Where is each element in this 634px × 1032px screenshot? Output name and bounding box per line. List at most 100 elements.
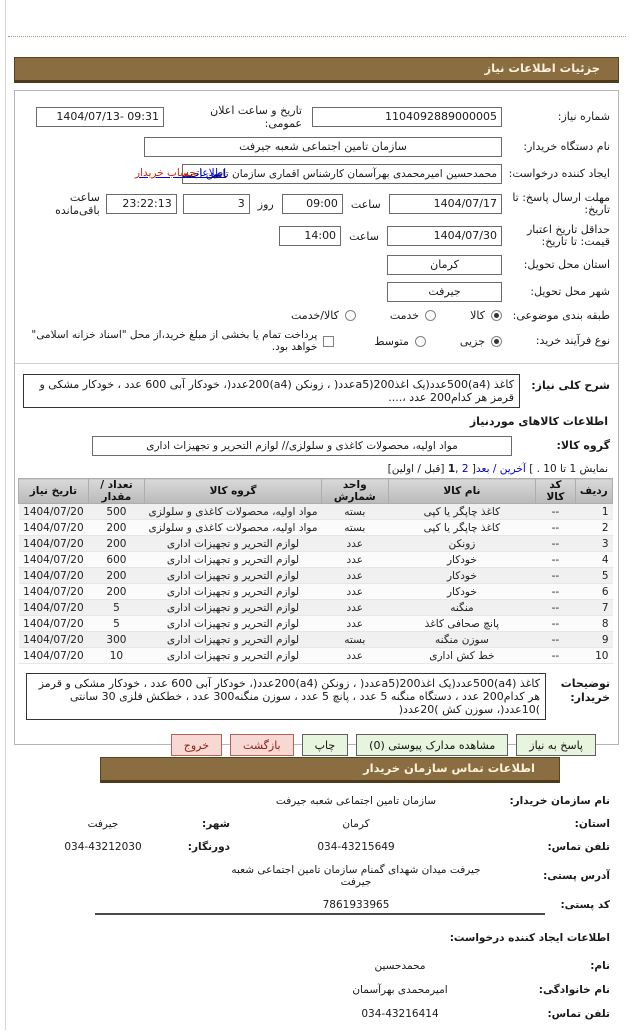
deadline-hour-field[interactable]: 09:00 <box>281 194 343 214</box>
contact-org-label: نام سازمان خریدار: <box>509 795 610 807</box>
cell-quantity: 200 <box>88 567 145 584</box>
buyer-account-info-link[interactable]: اطلاعاتحساب خریدار <box>135 167 226 179</box>
cell-item-name: سوزن منگنه <box>388 631 536 648</box>
deadline-date-field[interactable]: 1404/07/17 <box>388 194 502 214</box>
action-buttons: پاسخ به نیاز مشاهده مدارک پیوستی (0) چاپ… <box>15 734 596 756</box>
creator-phone-value: 034-43216414 <box>361 1008 439 1020</box>
cell-item-name: کاغذ چاپگر یا کپی <box>388 503 536 520</box>
cell-item-name: منگنه <box>388 599 536 616</box>
respond-to-need-button[interactable]: پاسخ به نیاز <box>516 734 596 756</box>
pagination-page-2[interactable]: 2 <box>461 463 469 475</box>
cell-unit: عدد <box>321 551 389 568</box>
cell-item-group: مواد اولیه، محصولات کاغذی و سلولزی <box>144 519 322 536</box>
creator-phone-label: تلفن تماس: <box>547 1008 610 1020</box>
cell-need-date: 1404/07/20 <box>18 631 89 648</box>
need-number-row: شماره نیاز: 1104092889000005 تاریخ و ساع… <box>23 104 610 130</box>
buyer-notes-label: توضیحات خریدار: <box>552 673 610 705</box>
section-header-need-details: جزئیات اطلاعات نیاز <box>14 57 619 83</box>
cell-quantity: 200 <box>88 583 145 600</box>
delivery-city-row: شهر محل تحویل: جیرفت <box>23 282 610 302</box>
cell-row-index: 3 <box>575 535 613 552</box>
response-deadline-label: مهلت ارسال پاسخ: تا تاریخ: <box>512 191 610 216</box>
cell-row-index: 8 <box>575 615 613 632</box>
creator-info-heading: اطلاعات ایجاد کننده درخواست: <box>449 932 610 944</box>
response-deadline-row: مهلت ارسال پاسخ: تا تاریخ: 1404/07/17 سا… <box>23 191 610 217</box>
contact-city-label: شهر: <box>202 818 230 830</box>
delivery-province-field[interactable]: کرمان <box>387 255 502 275</box>
creator-field[interactable]: محمدحسین امیرمحمدی بهرآسمان کارشناس اقما… <box>182 164 502 184</box>
buyer-contact-block: نام سازمان خریدار: سازمان تامین اجتماعی … <box>24 795 610 922</box>
buyer-notes-label-line2: خریدار: <box>570 691 610 704</box>
print-button[interactable]: چاپ <box>301 734 349 756</box>
radio-goods[interactable] <box>491 310 502 321</box>
contact-fax-value: 034-43212030 <box>64 841 142 853</box>
delivery-city-field[interactable]: جیرفت <box>387 282 502 302</box>
contact-phone-label: تلفن تماس: <box>547 841 610 853</box>
panel-divider <box>15 363 618 364</box>
contact-phone-value: 034-43215649 <box>317 841 395 853</box>
radio-goods-service[interactable] <box>344 310 356 321</box>
radio-partial[interactable] <box>491 335 502 347</box>
price-validity-hour-field[interactable]: 14:00 <box>279 226 342 246</box>
cell-item-code: -- <box>535 503 576 520</box>
cell-item-code: -- <box>535 647 576 664</box>
column-header-row-index: ردیف <box>574 478 614 504</box>
treasury-payment-checkbox[interactable] <box>323 335 335 347</box>
goods-table: ردیف کد کالا نام کالا واحد شمارش گروه کالا تع… <box>18 478 614 664</box>
radio-service[interactable] <box>425 310 437 321</box>
cell-item-name: خودکار <box>388 551 536 568</box>
buyer-org-field[interactable]: سازمان تامین اجتماعی شعبه جیرفت <box>144 137 502 157</box>
contact-org-value: سازمان تامین اجتماعی شعبه جیرفت <box>275 795 437 807</box>
need-number-field[interactable]: 1104092889000005 <box>312 107 502 127</box>
price-validity-date-field[interactable]: 1404/07/30 <box>387 226 502 246</box>
column-header-need-date: تاریخ نیاز <box>18 478 89 504</box>
cell-item-group: مواد اولیه، محصولات کاغذی و سلولزی <box>144 503 322 520</box>
cell-row-index: 2 <box>575 519 613 536</box>
buyer-org-row: نام دستگاه خریدار: سازمان تامین اجتماعی … <box>23 137 610 157</box>
treasury-payment-label: پرداخت تمام یا بخشی از مبلغ خرید،از محل … <box>31 329 318 353</box>
cell-row-index: 1 <box>575 503 613 520</box>
cell-item-code: -- <box>535 535 576 552</box>
need-description-field[interactable]: کاغذ (a4)500عدد(یک اغذ200(a5عدد( ، زونکن… <box>23 374 520 408</box>
table-row: 3 -- زونکن عدد لوازم التحریر و تجهیزات اداری… <box>18 535 613 552</box>
need-description-label: شرح کلی نیاز: <box>531 379 610 392</box>
cell-unit: بسته <box>321 519 389 536</box>
cell-item-group: لوازم التحریر و تجهیزات اداری <box>144 567 322 584</box>
cell-item-group: لوازم التحریر و تجهیزات اداری <box>144 583 322 600</box>
contact-address-value: جیرفت میدان شهدای گمنام سازمان تامین اجت… <box>231 864 481 888</box>
cell-row-index: 4 <box>575 551 613 568</box>
cell-item-group: لوازم التحریر و تجهیزات اداری <box>144 599 322 616</box>
exit-button[interactable]: خروج <box>170 734 223 756</box>
announce-datetime-field[interactable]: 1404/07/13- 09:31 <box>36 107 164 127</box>
radio-partial-label: جزیی <box>459 334 485 348</box>
remaining-time-field: 23:22:13 <box>105 194 177 214</box>
pagination-last-next-links[interactable]: آخرین / بعد <box>476 463 526 475</box>
cell-item-name: زونکن <box>388 535 536 552</box>
cell-item-code: -- <box>535 551 576 568</box>
cell-item-code: -- <box>535 615 576 632</box>
back-button[interactable]: بازگشت <box>230 734 294 756</box>
buyer-notes-field[interactable]: کاغذ (a4)500عدد(یک اغذ200(a5عدد( ، زونکن… <box>26 673 546 720</box>
cell-need-date: 1404/07/20 <box>18 567 89 584</box>
table-row: 10 -- خط کش اداری عدد لوازم التحریر و تجهیزا… <box>18 647 613 664</box>
cell-item-code: -- <box>535 599 576 616</box>
cell-unit: عدد <box>321 567 389 584</box>
delivery-province-label: استان محل تحویل: <box>523 258 610 271</box>
remaining-time-label: ساعت باقی‌مانده <box>55 191 100 217</box>
cell-quantity: 500 <box>88 503 145 520</box>
goods-group-row: گروه کالا: مواد اولیه، محصولات کاغذی و س… <box>23 436 610 456</box>
deadline-days-field[interactable]: 3 <box>182 194 250 214</box>
goods-group-field[interactable]: مواد اولیه، محصولات کاغذی و سلولزی// لوا… <box>92 436 512 456</box>
cell-need-date: 1404/07/20 <box>18 551 89 568</box>
table-row: 2 -- کاغذ چاپگر یا کپی بسته مواد اولیه، محصو… <box>18 519 613 536</box>
view-attachments-button[interactable]: مشاهده مدارک پیوستی (0) <box>356 734 509 756</box>
request-creator-block: اطلاعات ایجاد کننده درخواست: نام: محمدحس… <box>24 932 610 1032</box>
contact-location-row: استان: کرمان شهر: جیرفت <box>24 818 610 830</box>
section-header-contact-info: اطلاعات تماس سازمان خریدار <box>100 757 560 783</box>
radio-medium[interactable] <box>414 335 426 347</box>
cell-need-date: 1404/07/20 <box>18 519 89 536</box>
creator-first-name-label: نام: <box>590 960 610 972</box>
cell-need-date: 1404/07/20 <box>18 535 89 552</box>
cell-row-index: 10 <box>575 647 613 664</box>
